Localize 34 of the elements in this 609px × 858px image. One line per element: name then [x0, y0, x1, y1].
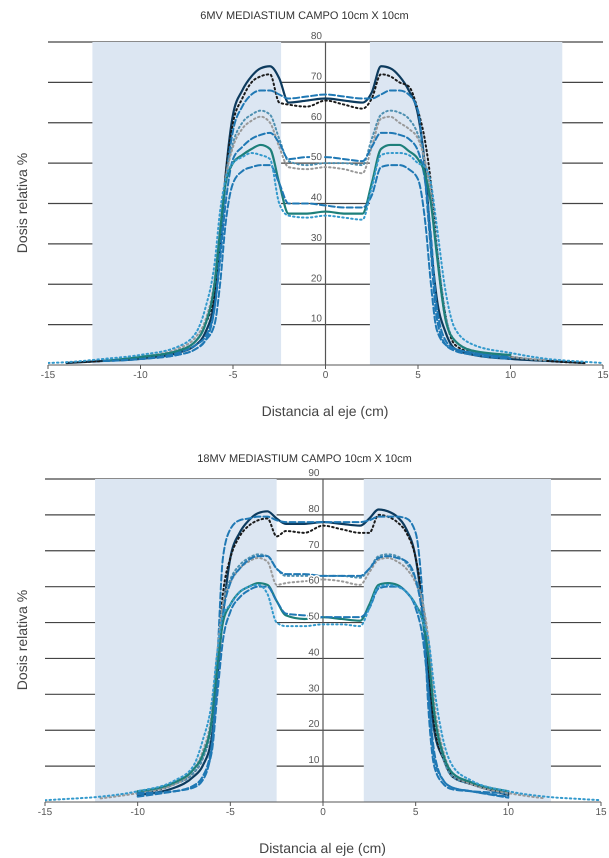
y-axis-title: Dosis relativa % [14, 590, 30, 690]
x-axis-title: Distancia al eje (cm) [258, 840, 387, 856]
x-axis-title: Distancia al eje (cm) [260, 403, 390, 419]
y-tick-label: 20 [310, 273, 322, 284]
y-tick-label: 30 [308, 683, 320, 694]
x-tick-label: 15 [597, 370, 609, 382]
y-tick-label: 60 [310, 112, 322, 123]
y-tick-label: 20 [308, 719, 320, 730]
x-tick-label: 10 [504, 370, 516, 382]
x-tick-label: -10 [130, 807, 146, 818]
y-tick-label: 70 [310, 71, 322, 82]
y-tick-label: 80 [308, 504, 320, 515]
y-tick-label: 90 [308, 468, 320, 479]
x-tick-label: 10 [502, 807, 514, 818]
y-tick-label: 40 [308, 647, 320, 658]
x-tick-label: -5 [226, 807, 236, 818]
y-tick-label: 70 [308, 540, 320, 551]
y-tick-label: 10 [310, 314, 322, 325]
y-tick-label: 10 [308, 755, 320, 766]
x-tick-label: 0 [322, 370, 329, 382]
y-axis-title: Dosis relativa % [14, 152, 30, 254]
x-tick-label: 15 [595, 807, 607, 818]
x-tick-label: -15 [40, 370, 56, 382]
y-tick-label: 80 [310, 31, 322, 42]
chart-title: 6MV MEDIASTIUM CAMPO 10cm X 10cm [199, 10, 410, 23]
y-tick-label: 40 [310, 192, 322, 204]
chart-title: 18MV MEDIASTIUM CAMPO 10cm X 10cm [196, 453, 413, 466]
x-tick-label: 5 [412, 807, 419, 818]
x-tick-label: -15 [38, 807, 53, 818]
x-tick-label: 5 [415, 370, 422, 382]
y-tick-label: 30 [310, 232, 322, 244]
x-tick-label: 0 [320, 807, 326, 818]
x-tick-label: -5 [228, 370, 238, 382]
x-tick-label: -10 [133, 370, 148, 382]
